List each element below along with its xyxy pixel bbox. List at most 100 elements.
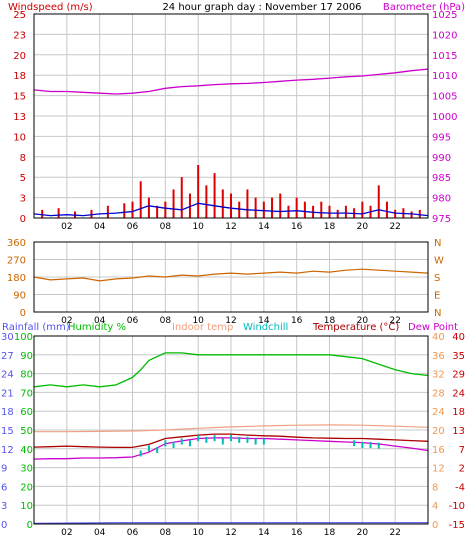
axis-tick-label: 35 — [452, 351, 465, 362]
axis-tick-label: 6 — [1, 482, 7, 493]
temperature-line — [33, 433, 429, 449]
axis-tick-label: 28 — [432, 388, 445, 399]
x-tick-label: 22 — [389, 222, 400, 232]
temperature-axis-label: Temperature (°C) — [312, 322, 399, 333]
humidity-axis-label: Humidity % — [68, 322, 126, 333]
x-tick-label: 06 — [127, 528, 139, 538]
x-tick-label: 02 — [61, 222, 72, 232]
axis-tick-label: 100 — [14, 332, 33, 343]
axis-tick-label: N — [434, 238, 441, 249]
axis-tick-label: 9 — [1, 464, 7, 475]
axis-tick-label: 18 — [13, 71, 26, 82]
panel3-x-ticks: 02 04 06 08 10 12 14 16 18 20 22 — [61, 528, 401, 538]
panel2-x-ticks: 02 04 06 08 10 12 14 16 18 20 22 — [61, 316, 401, 326]
axis-tick-label: 1025 — [432, 10, 457, 21]
axis-tick-label: 90 — [13, 291, 26, 302]
indoor-temp-line — [34, 424, 429, 433]
axis-tick-label: 10 — [20, 501, 33, 512]
x-tick-label: 16 — [291, 222, 303, 232]
x-tick-label: 16 — [291, 316, 303, 326]
x-tick-label: 04 — [94, 528, 106, 538]
x-tick-label: 10 — [192, 316, 204, 326]
x-tick-label: 12 — [225, 316, 236, 326]
axis-tick-label: 80 — [20, 370, 33, 381]
axis-tick-label: 1015 — [432, 51, 457, 62]
axis-tick-label: 0 — [20, 214, 26, 225]
axis-tick-label: 990 — [432, 153, 451, 164]
axis-tick-label: 7 — [459, 445, 465, 456]
panel2-frame — [33, 241, 429, 313]
x-tick-label: 14 — [258, 222, 270, 232]
axis-tick-label: 12 — [1, 445, 14, 456]
panel2-series — [33, 268, 429, 282]
axis-tick-label: 0 — [27, 520, 33, 531]
x-tick-label: 08 — [160, 222, 172, 232]
axis-tick-label: 13 — [13, 112, 26, 123]
x-tick-label: 20 — [357, 316, 369, 326]
axis-tick-label: 1010 — [432, 71, 457, 82]
axis-tick-label: W — [434, 256, 444, 267]
axis-tick-label: 21 — [1, 388, 14, 399]
axis-tick-label: 32 — [432, 370, 445, 381]
axis-tick-label: 36 — [432, 351, 445, 362]
x-tick-label: 02 — [61, 316, 72, 326]
axis-tick-label: 24 — [1, 370, 14, 381]
axis-tick-label: 20 — [432, 426, 445, 437]
axis-tick-label: 975 — [432, 214, 451, 225]
axis-tick-label: 18 — [452, 407, 465, 418]
axis-tick-label: 180 — [7, 273, 26, 284]
axis-tick-label: 70 — [20, 388, 33, 399]
x-tick-label: 12 — [225, 528, 236, 538]
axis-tick-label: 10 — [13, 132, 26, 143]
axis-tick-label: -15 — [449, 520, 465, 531]
axis-tick-label: 1005 — [432, 92, 457, 103]
panel3-series — [33, 352, 429, 525]
axis-tick-label: 40 — [452, 332, 465, 343]
x-tick-label: 20 — [357, 222, 369, 232]
axis-tick-label: 30 — [20, 464, 33, 475]
axis-tick-label: 18 — [1, 407, 14, 418]
axis-tick-label: -4 — [455, 482, 465, 493]
x-tick-label: 12 — [225, 222, 236, 232]
panel1-series — [33, 68, 429, 218]
x-tick-label: 16 — [291, 528, 303, 538]
rainfall-line — [33, 522, 428, 525]
dewpoint-label: Dew Point — [408, 322, 458, 333]
axis-tick-label: 0 — [20, 308, 26, 319]
axis-tick-label: 13 — [452, 426, 465, 437]
barometer-line — [33, 68, 429, 95]
x-tick-label: 14 — [258, 316, 270, 326]
axis-tick-label: 40 — [20, 445, 33, 456]
x-tick-label: 20 — [357, 528, 369, 538]
windspeed-axis-label: Windspeed (m/s) — [8, 2, 93, 13]
axis-tick-label: 15 — [1, 426, 14, 437]
axis-tick-label: 3 — [20, 194, 26, 205]
x-tick-label: 18 — [324, 528, 336, 538]
axis-tick-label: 1000 — [432, 112, 457, 123]
axis-tick-label: S — [434, 273, 440, 284]
axis-tick-label: 995 — [432, 132, 451, 143]
axis-tick-label: 12 — [432, 464, 445, 475]
panel1-frame — [33, 13, 429, 219]
axis-tick-label: 20 — [20, 482, 33, 493]
axis-tick-label: 2 — [459, 464, 465, 475]
panel1-grid — [34, 14, 428, 218]
x-tick-label: 04 — [94, 316, 106, 326]
axis-tick-label: 3 — [1, 501, 7, 512]
axis-tick-label: N — [434, 308, 441, 319]
graph-title: 24 hour graph day : November 17 2006 — [162, 2, 361, 13]
barometer-ticks: 1025 1020 1015 1010 1005 1000 995 990 985 980 975 — [432, 10, 457, 225]
axis-tick-label: 5 — [20, 173, 26, 184]
temperature-ticks: 40 35 29 24 18 13 7 2 -4 -10 -15 — [449, 332, 465, 531]
x-tick-label: 02 — [61, 528, 72, 538]
x-tick-label: 08 — [160, 528, 172, 538]
panel3-grid — [34, 336, 428, 524]
axis-tick-label: 30 — [1, 332, 14, 343]
panel1-x-ticks: 02 04 06 08 10 12 14 16 18 20 22 — [61, 222, 401, 232]
humidity-line — [33, 352, 429, 388]
axis-tick-label: E — [434, 291, 440, 302]
